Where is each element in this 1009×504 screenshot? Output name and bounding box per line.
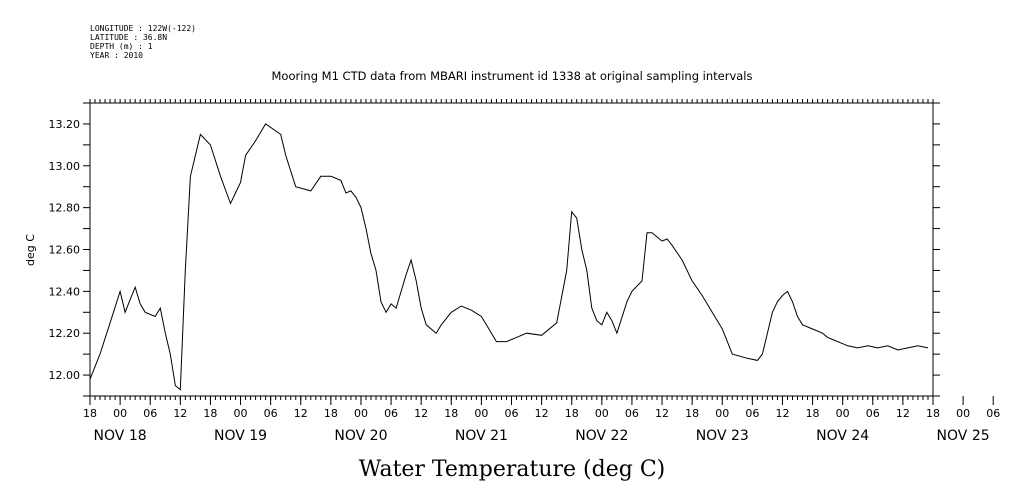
y-tick-label: 12.00 [49, 369, 81, 382]
x-date-label: NOV 18 [94, 428, 147, 444]
minor-ticks [89, 99, 934, 400]
x-axis-title: Water Temperature (deg C) [359, 457, 666, 482]
x-date-label: NOV 20 [334, 428, 387, 444]
x-tick-label: 18 [685, 407, 699, 420]
x-tick-label: 00 [113, 407, 127, 420]
y-tick-label: 12.40 [49, 285, 81, 298]
x-date-label: NOV 25 [937, 428, 990, 444]
x-tick-label: 12 [655, 407, 669, 420]
x-date-label: NOV 19 [214, 428, 267, 444]
meta-longitude: LONGITUDE : 122W(-122) [90, 24, 196, 33]
x-tick-label: 00 [595, 407, 609, 420]
x-date-label: NOV 24 [816, 428, 869, 444]
x-tick-label: 12 [535, 407, 549, 420]
x-tick-label: 12 [775, 407, 789, 420]
series-line-0 [89, 123, 929, 391]
x-date-label: NOV 21 [455, 428, 508, 444]
plot-frame [89, 102, 934, 397]
x-tick-label: 00 [474, 407, 488, 420]
y-axis-label: deg C [24, 234, 37, 266]
x-tick-label: 06 [505, 407, 519, 420]
x-tick-label: 06 [384, 407, 398, 420]
x-tick-label: 18 [83, 407, 97, 420]
x-tick-label: 06 [986, 407, 1000, 420]
x-tick-label: 18 [324, 407, 338, 420]
x-tick-label: 00 [715, 407, 729, 420]
x-tick-label: 06 [143, 407, 157, 420]
x-tick-label: 18 [806, 407, 820, 420]
meta-latitude: LATITUDE : 36.8N [90, 33, 167, 42]
x-tick-label: 00 [354, 407, 368, 420]
x-tick-label: 18 [565, 407, 579, 420]
y-tick-label: 12.20 [49, 327, 81, 340]
chart-title: Mooring M1 CTD data from MBARI instrumen… [272, 69, 753, 83]
x-tick-label: 06 [745, 407, 759, 420]
x-date-label: NOV 23 [696, 428, 749, 444]
x-tick-label: 06 [625, 407, 639, 420]
x-tick-label: 12 [294, 407, 308, 420]
series-group [89, 123, 929, 391]
x-tick-label: 18 [926, 407, 940, 420]
x-date-label: NOV 22 [575, 428, 628, 444]
y-tick-label: 12.60 [49, 244, 81, 257]
x-tick-label: 12 [173, 407, 187, 420]
x-tick-label: 00 [956, 407, 970, 420]
x-axis: 18 00 06 12 18 00 06 12 18 00 06 12 18 00 06 12 18 00 06 12… [83, 396, 1000, 444]
x-tick-label: 00 [234, 407, 248, 420]
x-tick-label: 18 [203, 407, 217, 420]
meta-depth: DEPTH (m) : 1 [90, 42, 153, 51]
y-tick-label: 13.20 [49, 118, 81, 131]
metadata-block: LONGITUDE : 122W(-122) LATITUDE : 36.8N … [90, 24, 196, 60]
y-axis: 12.00 12.20 12.40 12.60 12.80 13.00 13.20 [49, 102, 940, 397]
x-tick-label: 06 [866, 407, 880, 420]
x-tick-label: 06 [264, 407, 278, 420]
x-tick-label: 18 [444, 407, 458, 420]
x-tick-label: 00 [836, 407, 850, 420]
y-tick-label: 12.80 [49, 202, 81, 215]
y-tick-label: 13.00 [49, 160, 81, 173]
x-tick-label: 12 [896, 407, 910, 420]
meta-year: YEAR : 2010 [90, 51, 143, 60]
x-tick-label: 12 [414, 407, 428, 420]
